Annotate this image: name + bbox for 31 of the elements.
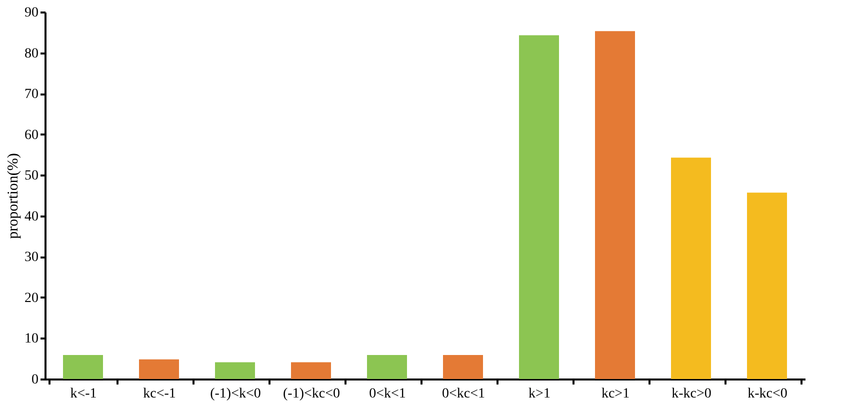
y-tick-label: 60 (24, 128, 38, 143)
bar (215, 362, 255, 379)
bar (139, 359, 179, 379)
y-axis-title: proportion(%) (6, 153, 22, 239)
x-tick-label: (-1)<kc<0 (283, 386, 340, 402)
x-tick-label: k-kc>0 (672, 386, 712, 402)
y-tick-label: 90 (24, 6, 38, 20)
x-tick-label: (-1)<k<0 (210, 386, 261, 402)
x-tick-label: kc<-1 (143, 386, 176, 402)
x-tick-label: 0<kc<1 (442, 386, 486, 402)
bar (747, 192, 787, 379)
bar (595, 31, 635, 379)
bar (63, 354, 103, 379)
bar (519, 35, 559, 379)
y-tick-label: 50 (24, 168, 38, 184)
x-tick-label: k>1 (528, 386, 550, 402)
y-tick-label: 20 (24, 290, 38, 306)
x-tick-label: k-kc<0 (748, 386, 788, 402)
bar (671, 158, 711, 379)
y-tick-label: 0 (32, 372, 38, 388)
x-tick-label: 0<k<1 (369, 386, 406, 402)
bar (367, 354, 407, 379)
bar (291, 362, 331, 379)
y-tick-label: 10 (24, 332, 38, 347)
x-tick-label: kc>1 (601, 386, 630, 402)
y-tick-label: 40 (24, 209, 38, 224)
y-tick-label: 70 (24, 87, 38, 102)
y-tick-label: 30 (24, 250, 38, 266)
bar (443, 354, 483, 379)
y-tick-label: 80 (24, 46, 38, 62)
x-tick-label: k<-1 (70, 386, 97, 402)
